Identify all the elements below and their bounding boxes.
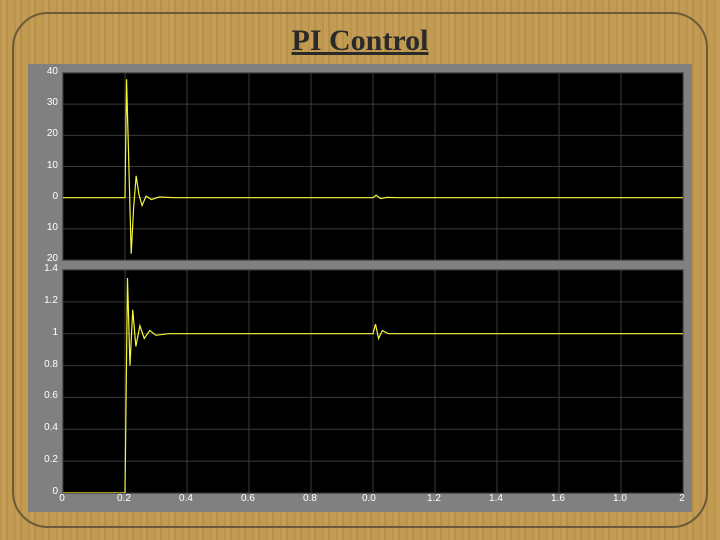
y-tick-label: 0.6 bbox=[34, 391, 58, 401]
x-tick-label: 1.4 bbox=[486, 494, 506, 504]
y-tick-label: 0.4 bbox=[34, 423, 58, 433]
x-tick-label: 0.0 bbox=[359, 494, 379, 504]
y-tick-label: 1.4 bbox=[34, 264, 58, 274]
y-tick-label: 1 bbox=[34, 328, 58, 338]
y-tick-label: 0.2 bbox=[34, 455, 58, 465]
y-tick-label: 40 bbox=[34, 67, 58, 77]
plot-area bbox=[62, 269, 684, 494]
x-tick-label: 1.6 bbox=[548, 494, 568, 504]
x-tick-label: 0.8 bbox=[300, 494, 320, 504]
y-tick-label: 30 bbox=[34, 98, 58, 108]
x-tick-label: 0 bbox=[52, 494, 72, 504]
y-tick-label: 20 bbox=[34, 129, 58, 139]
slide-frame: PI Control 2010010203040 00.20.40.60.811… bbox=[12, 12, 708, 528]
y-tick-label: 10 bbox=[34, 223, 58, 233]
slide: PI Control 2010010203040 00.20.40.60.811… bbox=[0, 0, 720, 540]
x-tick-label: 1.2 bbox=[424, 494, 444, 504]
x-tick-label: 0.4 bbox=[176, 494, 196, 504]
page-title: PI Control bbox=[28, 24, 692, 58]
scope-container: 2010010203040 00.20.40.60.811.21.400.20.… bbox=[28, 64, 692, 512]
response-chart: 00.20.40.60.811.21.400.20.40.60.80.01.21… bbox=[34, 269, 686, 508]
x-tick-label: 0.2 bbox=[114, 494, 134, 504]
y-tick-label: 0.8 bbox=[34, 360, 58, 370]
x-tick-label: 2 bbox=[672, 494, 692, 504]
y-tick-label: 0 bbox=[34, 192, 58, 202]
x-tick-label: 1.0 bbox=[610, 494, 630, 504]
y-tick-label: 10 bbox=[34, 161, 58, 171]
plot-area bbox=[62, 72, 684, 261]
x-tick-label: 0.6 bbox=[238, 494, 258, 504]
control-signal-chart: 2010010203040 bbox=[34, 72, 686, 259]
y-tick-label: 1.2 bbox=[34, 296, 58, 306]
